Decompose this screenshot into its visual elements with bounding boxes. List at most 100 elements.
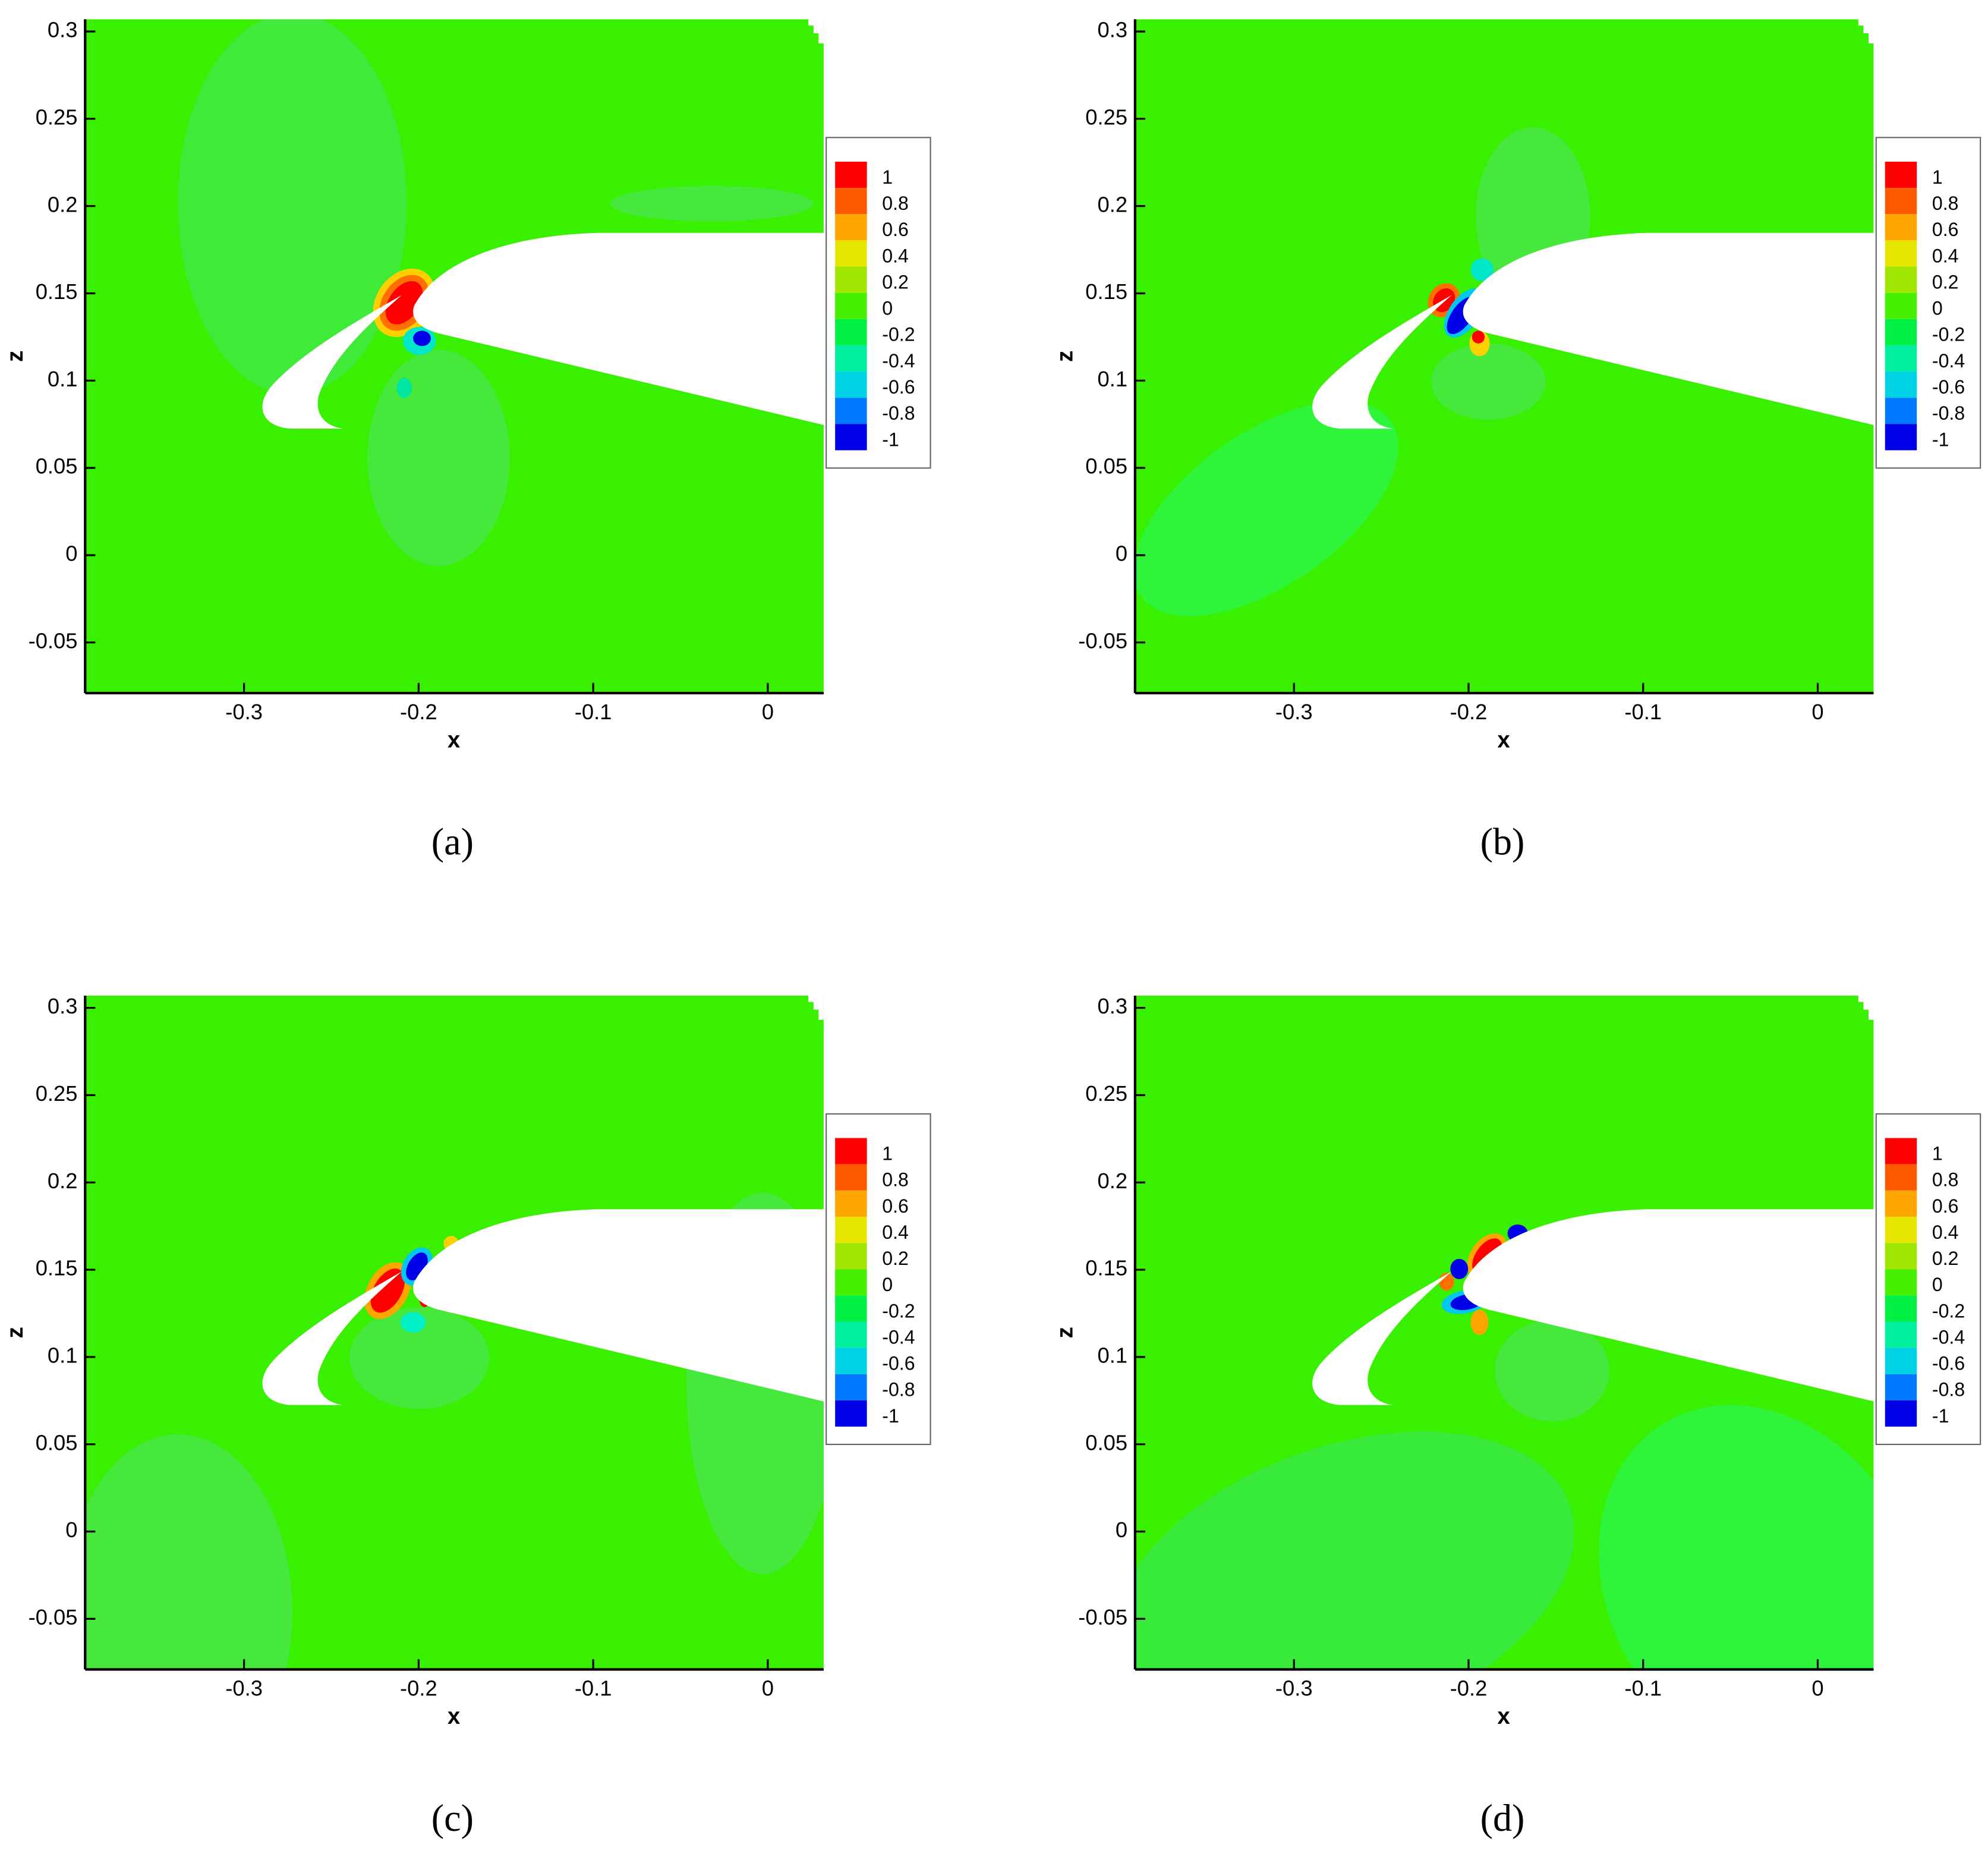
y-tick-label: 0.3 — [48, 994, 78, 1018]
slat — [1312, 1271, 1452, 1405]
colorbar-swatch — [1885, 1269, 1917, 1296]
field-blob — [413, 330, 431, 347]
y-tick-label: 0.3 — [1098, 18, 1128, 42]
colorbar-label: -0.2 — [1932, 1300, 1965, 1321]
colorbar-label: -1 — [1932, 429, 1949, 450]
contour-field — [85, 19, 824, 693]
y-tick-label: 0 — [1116, 1518, 1127, 1542]
caption: (d) — [1480, 1797, 1525, 1839]
y-tick-label: 0.15 — [36, 1256, 78, 1280]
x-tick-label: -0.1 — [1624, 1676, 1662, 1700]
colorbar-label: 0.2 — [882, 1248, 909, 1269]
y-tick-label: 0.2 — [1098, 1169, 1128, 1193]
colorbar-swatch — [835, 1348, 867, 1374]
y-axis-label: z — [2, 351, 28, 362]
colorbar-swatch — [1885, 424, 1917, 451]
y-tick-label: 0.15 — [1085, 279, 1127, 304]
colorbar-label: -1 — [882, 1405, 899, 1427]
colorbar-label: 0.4 — [882, 245, 909, 266]
colorbar-swatch — [835, 1243, 867, 1270]
field-zone — [1495, 1320, 1609, 1422]
colorbar-label: -0.6 — [1932, 1353, 1965, 1374]
colorbar-swatch — [835, 1269, 867, 1296]
field-blob — [370, 1268, 405, 1313]
y-tick-label: -0.05 — [1078, 1605, 1127, 1629]
y-tick-label: 0 — [65, 1518, 77, 1542]
colorbar-label: 0.6 — [882, 1195, 909, 1217]
colorbar-label: 0 — [882, 298, 893, 319]
domain-notch — [808, 19, 824, 44]
x-tick-label: -0.1 — [1624, 700, 1662, 724]
y-tick-label: 0.15 — [36, 279, 78, 304]
colorbar-swatch — [835, 398, 867, 424]
y-tick-label: 0.1 — [1098, 1343, 1128, 1367]
colorbar-swatch — [1885, 319, 1917, 345]
colorbar-swatch — [835, 1216, 867, 1244]
colorbar-label: -0.6 — [1932, 376, 1965, 398]
y-tick-label: 0.1 — [1098, 367, 1128, 391]
y-tick-label: 0.25 — [36, 105, 78, 129]
colorbar-label: 0.8 — [882, 1169, 909, 1191]
panel: -0.3 -0.2 -0.1 0 -0.05 0 0.05 0.1 0.15 0.2 0.25 0.3… — [2, 994, 931, 1839]
colorbar-label: -0.2 — [1932, 324, 1965, 345]
field-blob — [1450, 1258, 1469, 1279]
slat — [1312, 295, 1452, 429]
field-zone — [85, 1434, 292, 1670]
x-axis-label: x — [1497, 1704, 1510, 1729]
panel: -0.3 -0.2 -0.1 0 -0.05 0 0.05 0.1 0.15 0.2 0.25 0.3… — [2, 18, 931, 863]
colorbar-swatch — [835, 1321, 867, 1348]
slat — [262, 295, 402, 429]
field-blob — [1472, 330, 1485, 344]
colorbar-swatch — [835, 292, 867, 319]
caption: (b) — [1480, 820, 1525, 863]
colorbar-label: 0.2 — [882, 271, 909, 292]
y-tick-label: 0.25 — [36, 1081, 78, 1106]
field-blob — [1470, 258, 1494, 282]
x-tick-label: -0.2 — [400, 1676, 437, 1700]
x-tick-label: -0.1 — [575, 1676, 612, 1700]
y-tick-label: 0 — [1116, 542, 1127, 566]
colorbar-swatch — [835, 372, 867, 398]
colorbar-label: -0.8 — [882, 402, 915, 424]
colorbar-swatch — [1885, 1348, 1917, 1374]
y-axis-label: z — [1053, 1327, 1078, 1338]
field-zone — [178, 19, 407, 395]
colorbar-swatch — [835, 1138, 867, 1164]
y-tick-label: -0.05 — [1078, 628, 1127, 653]
field-zone — [1135, 1431, 1574, 1670]
x-tick-label: -0.1 — [575, 700, 612, 724]
caption: (c) — [431, 1797, 474, 1839]
y-tick-label: 0.25 — [1085, 1081, 1127, 1106]
colorbar-swatch — [835, 188, 867, 215]
domain-notch — [808, 995, 824, 1020]
colorbar-swatch — [835, 1400, 867, 1427]
x-axis-label: x — [1497, 727, 1510, 753]
colorbar-swatch — [1885, 214, 1917, 241]
main-element — [413, 1209, 824, 1402]
y-axis-label: z — [1053, 351, 1078, 362]
x-tick-label: -0.2 — [1450, 1676, 1488, 1700]
colorbar-label: -0.6 — [882, 376, 915, 398]
y-tick-label: 0.3 — [48, 18, 78, 42]
colorbar-swatch — [835, 1190, 867, 1217]
x-axis-label: x — [448, 727, 461, 753]
field-blob — [396, 377, 412, 398]
colorbar-swatch — [1885, 1374, 1917, 1400]
colorbar-swatch — [1885, 188, 1917, 215]
colorbar-label: -1 — [1932, 1405, 1949, 1427]
colorbar-swatch — [1885, 1164, 1917, 1191]
colorbar-swatch — [1885, 345, 1917, 372]
y-tick-label: 0.1 — [48, 1343, 78, 1367]
colorbar-label: 0.4 — [1932, 1222, 1959, 1243]
domain-notch — [1858, 19, 1874, 44]
field-zone — [1135, 401, 1398, 616]
colorbar: 1 0.8 0.6 0.4 0.2 0 -0.2 -0.4 -0.6 -0.8 -1 — [826, 137, 931, 469]
colorbar-label: -0.2 — [882, 324, 915, 345]
colorbar-swatch — [1885, 372, 1917, 398]
slat — [262, 1271, 402, 1405]
colorbar-swatch — [835, 424, 867, 451]
colorbar-swatch — [835, 345, 867, 372]
colorbar-label: 0.8 — [882, 193, 909, 214]
panel: -0.3 -0.2 -0.1 0 -0.05 0 0.05 0.1 0.15 0.2 0.25 0.3… — [1053, 18, 1981, 863]
main-element — [1463, 232, 1874, 426]
